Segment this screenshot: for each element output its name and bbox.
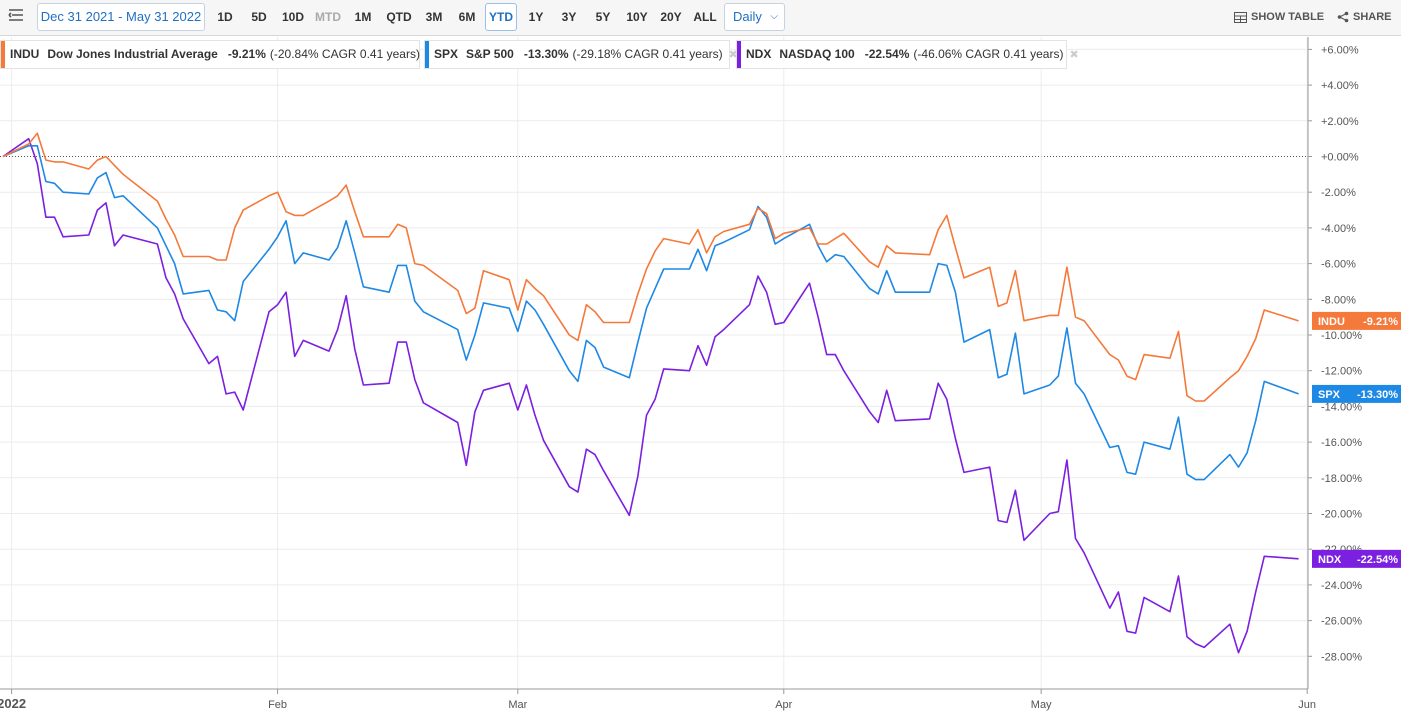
- series-line-ndx: [2, 137, 1299, 654]
- end-label-value: -13.30%: [1357, 389, 1398, 401]
- end-label-box-ndx: [1312, 549, 1401, 568]
- legend-color-swatch: [425, 41, 429, 68]
- y-tick-label: +0.00%: [1321, 152, 1359, 164]
- x-tick-label: Mar: [508, 699, 527, 711]
- share-label: SHARE: [1353, 11, 1392, 23]
- date-range-picker[interactable]: Dec 31 2021 - May 31 2022: [37, 3, 205, 31]
- range-button-qtd[interactable]: QTD: [386, 10, 412, 24]
- y-tick-label: -8.00%: [1321, 294, 1356, 306]
- end-label-symbol: SPX: [1318, 389, 1341, 401]
- y-tick-label: -18.00%: [1321, 473, 1362, 485]
- x-tick-label: Apr: [775, 699, 792, 711]
- legend-name: Dow Jones Industrial Average: [47, 47, 218, 61]
- remove-series-icon[interactable]: ✖: [728, 49, 738, 61]
- legend-detail: (-20.84% CAGR 0.41 years): [269, 47, 420, 61]
- y-tick-label: +6.00%: [1321, 44, 1359, 56]
- show-table-button[interactable]: SHOW TABLE: [1234, 3, 1324, 31]
- x-tick-label: Jun: [1298, 699, 1316, 711]
- range-button-20y[interactable]: 20Y: [660, 10, 682, 24]
- range-button-3y[interactable]: 3Y: [561, 10, 577, 24]
- end-label-symbol: NDX: [1318, 554, 1342, 566]
- series-line-spx: [2, 145, 1299, 481]
- legend-change: -22.54%: [864, 47, 910, 61]
- range-button-1m[interactable]: 1M: [354, 10, 372, 24]
- legend-color-swatch: [1, 41, 5, 68]
- y-tick-label: -12.00%: [1321, 366, 1362, 378]
- series-line-indu: [2, 132, 1299, 402]
- end-label-symbol: INDU: [1318, 316, 1345, 328]
- remove-series-icon[interactable]: ✖: [1069, 49, 1079, 61]
- range-button-mtd: MTD: [315, 10, 341, 24]
- x-tick-label: Feb: [268, 699, 287, 711]
- legend-name: S&P 500: [466, 47, 514, 61]
- legend-item-indu[interactable]: INDU Dow Jones Industrial Average -9.21% (-…: [0, 40, 435, 69]
- legend-symbol: NDX: [746, 47, 772, 61]
- legend-item-spx[interactable]: SPX S&P 500 -13.30% (-29.18% CAGR 0.41 year…: [424, 40, 738, 69]
- share-button[interactable]: SHARE: [1337, 3, 1392, 31]
- chevron-down-icon: ⌵: [770, 11, 778, 22]
- legend-color-swatch: [737, 41, 741, 68]
- range-button-5y[interactable]: 5Y: [595, 10, 611, 24]
- end-label-value: -9.21%: [1363, 316, 1398, 328]
- y-tick-label: -20.00%: [1321, 509, 1362, 521]
- range-button-6m[interactable]: 6M: [458, 10, 476, 24]
- y-tick-label: -4.00%: [1321, 223, 1356, 235]
- legend-detail: (-29.18% CAGR 0.41 years): [572, 47, 723, 61]
- legend-symbol: INDU: [10, 47, 40, 61]
- y-tick-label: -26.00%: [1321, 616, 1362, 628]
- end-label-value: -22.54%: [1357, 554, 1398, 566]
- share-icon: [1337, 11, 1349, 23]
- table-icon: [1234, 11, 1247, 23]
- range-button-1d[interactable]: 1D: [217, 10, 233, 24]
- y-tick-label: +2.00%: [1321, 116, 1359, 128]
- y-tick-label: -6.00%: [1321, 259, 1356, 271]
- legend-change: -13.30%: [523, 47, 569, 61]
- interval-value: Daily: [733, 9, 762, 24]
- legend-symbol: SPX: [434, 47, 459, 61]
- legend-name: NASDAQ 100: [779, 47, 855, 61]
- y-tick-label: -10.00%: [1321, 330, 1362, 342]
- y-tick-label: -2.00%: [1321, 187, 1356, 199]
- end-label-box-indu: [1312, 311, 1401, 330]
- y-tick-label: -16.00%: [1321, 437, 1362, 449]
- end-label-box-spx: [1312, 384, 1401, 403]
- legend-item-ndx[interactable]: NDX NASDAQ 100 -22.54% (-46.06% CAGR 0.41 y…: [736, 40, 1079, 69]
- legend-change: -9.21%: [227, 47, 266, 61]
- y-tick-label: -24.00%: [1321, 580, 1362, 592]
- interval-select[interactable]: Daily ⌵: [724, 3, 785, 31]
- show-table-label: SHOW TABLE: [1251, 11, 1325, 23]
- range-button-all[interactable]: ALL: [693, 10, 717, 24]
- y-tick-label: +4.00%: [1321, 80, 1359, 92]
- x-tick-label: 2022: [0, 696, 26, 711]
- range-button-ytd[interactable]: YTD: [485, 3, 517, 31]
- menu-icon[interactable]: [6, 6, 26, 26]
- y-tick-label: -14.00%: [1321, 401, 1362, 413]
- x-tick-label: May: [1031, 699, 1052, 711]
- y-tick-label: -28.00%: [1321, 651, 1362, 663]
- toolbar: Dec 31 2021 - May 31 2022 1D 5D 10D MTD 1M QT…: [0, 0, 1401, 36]
- range-button-3m[interactable]: 3M: [425, 10, 443, 24]
- range-button-10y[interactable]: 10Y: [626, 10, 648, 24]
- range-button-5d[interactable]: 5D: [251, 10, 267, 24]
- range-button-1y[interactable]: 1Y: [528, 10, 544, 24]
- legend-detail: (-46.06% CAGR 0.41 years): [913, 47, 1064, 61]
- range-button-10d[interactable]: 10D: [281, 10, 304, 24]
